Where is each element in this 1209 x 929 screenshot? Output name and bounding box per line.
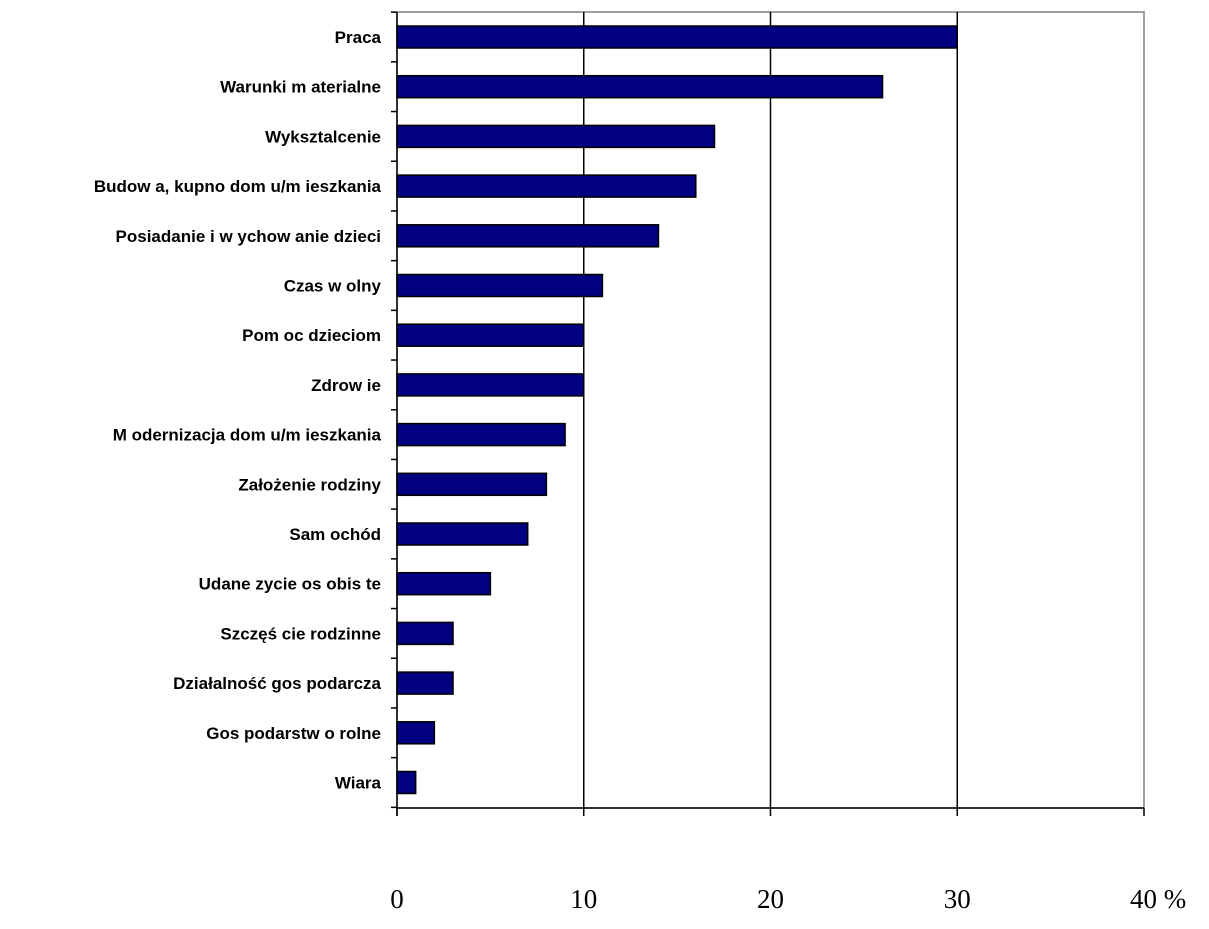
- bar: [396, 770, 417, 795]
- bar: [396, 373, 585, 397]
- axes: [391, 11, 1145, 816]
- bar: [396, 74, 884, 99]
- x-tick-label: 20: [757, 884, 784, 914]
- bar: [396, 472, 548, 497]
- bar: [396, 124, 716, 149]
- bar: [396, 273, 604, 298]
- bar: [396, 224, 660, 248]
- category-label: Założenie rodziny: [238, 475, 381, 494]
- bar: [396, 522, 529, 546]
- category-labels: Praca Warunki m aterialne Wyksztalcenie Bud…: [94, 28, 382, 793]
- x-tick-label: 10: [570, 884, 597, 914]
- category-label: Zdrow ie: [311, 376, 381, 395]
- x-tick-label: 0: [390, 884, 404, 914]
- category-label: Wiara: [335, 774, 382, 793]
- category-label: Szczęś cie rodzinne: [220, 624, 381, 643]
- bar: [396, 25, 958, 49]
- bar: [396, 174, 697, 198]
- category-label: Udane zycie os obis te: [199, 575, 381, 594]
- x-tick-labels: 0 10 20 30 40 %: [390, 884, 1186, 914]
- category-label: Warunki m aterialne: [220, 78, 381, 97]
- category-label: Wyksztalcenie: [265, 127, 381, 146]
- category-label: Działalność gos podarcza: [173, 674, 381, 693]
- bar: [396, 323, 585, 347]
- bars: [396, 25, 958, 795]
- category-label: Praca: [335, 28, 382, 47]
- category-label: Posiadanie i w ychow anie dzieci: [116, 227, 381, 246]
- category-label: M odernizacja dom u/m ieszkania: [113, 426, 382, 445]
- category-label: Budow a, kupno dom u/m ieszkania: [94, 177, 382, 196]
- category-label: Gos podarstw o rolne: [206, 724, 381, 743]
- bar: [396, 721, 436, 745]
- category-label: Czas w olny: [284, 277, 382, 296]
- x-tick-label: 30: [944, 884, 971, 914]
- category-label: Pom oc dzieciom: [242, 326, 381, 345]
- category-label: Sam ochód: [289, 525, 381, 544]
- bar: [396, 671, 454, 695]
- bar: [396, 422, 566, 447]
- x-tick-label: 40 %: [1130, 884, 1186, 914]
- bar: [396, 621, 454, 646]
- bar: [396, 571, 492, 596]
